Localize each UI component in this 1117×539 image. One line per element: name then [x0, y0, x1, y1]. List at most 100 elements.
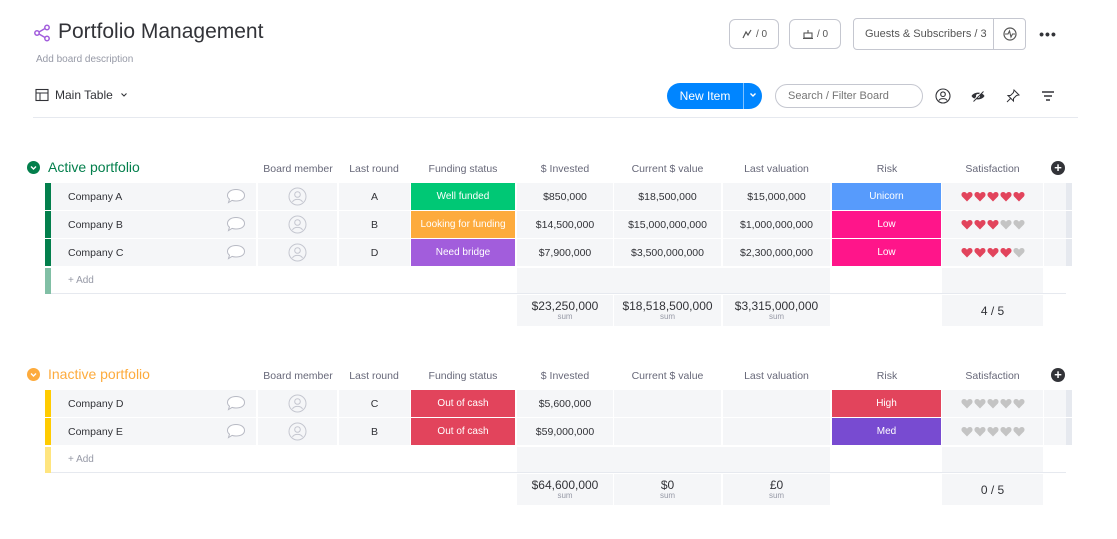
column-header-last-round[interactable]: Last round [349, 163, 399, 175]
column-header-invested[interactable]: $ Invested [540, 163, 590, 175]
more-options-icon[interactable]: ••• [1039, 26, 1057, 42]
heart-filled-icon[interactable] [973, 191, 986, 202]
heart-empty-icon[interactable] [1012, 398, 1025, 409]
column-header-last-valuation[interactable]: Last valuation [744, 163, 809, 175]
heart-filled-icon[interactable] [973, 247, 986, 258]
current-value-cell[interactable]: $15,000,000,000 [614, 211, 721, 238]
invested-cell[interactable]: $5,600,000 [517, 390, 613, 417]
filter-icon[interactable] [1040, 88, 1056, 104]
heart-empty-icon[interactable] [986, 426, 999, 437]
heart-empty-icon[interactable] [973, 426, 986, 437]
last-valuation-cell[interactable]: $1,000,000,000 [723, 211, 830, 238]
column-header-funding-status[interactable]: Funding status [428, 163, 498, 175]
add-column-icon[interactable]: + [1051, 161, 1065, 175]
last-round-cell[interactable]: B [339, 418, 410, 445]
funding-status-label[interactable]: Out of cash [411, 390, 515, 417]
satisfaction-rating[interactable] [942, 183, 1043, 210]
current-value-cell[interactable] [614, 418, 721, 445]
table-row[interactable]: Company B B Looking for funding $14,500,… [45, 211, 1072, 239]
risk-label[interactable]: High [832, 390, 941, 417]
group-title[interactable]: Active portfolio [48, 159, 140, 175]
column-header-current-value[interactable]: Current $ value [631, 163, 704, 175]
hide-eye-icon[interactable] [970, 88, 986, 104]
heart-filled-icon[interactable] [960, 219, 973, 230]
column-header-last-round[interactable]: Last round [349, 370, 399, 382]
comment-bubble-icon[interactable] [226, 244, 246, 260]
item-name[interactable]: Company C [45, 239, 256, 266]
heart-empty-icon[interactable] [999, 219, 1012, 230]
heart-filled-icon[interactable] [999, 247, 1012, 258]
board-member-cell[interactable] [258, 183, 337, 210]
funding-status-label[interactable]: Looking for funding [411, 211, 515, 238]
column-header-risk[interactable]: Risk [876, 370, 898, 382]
column-header-current-value[interactable]: Current $ value [631, 370, 704, 382]
board-description[interactable]: Add board description [36, 54, 134, 65]
table-row[interactable]: Company C D Need bridge $7,900,000 $3,50… [45, 239, 1072, 267]
table-row[interactable]: Company D C Out of cash $5,600,000 High [45, 390, 1072, 418]
last-valuation-cell[interactable] [723, 390, 830, 417]
column-header-board-member[interactable]: Board member [263, 370, 333, 382]
comment-bubble-icon[interactable] [226, 423, 246, 439]
board-member-cell[interactable] [258, 390, 337, 417]
invested-cell[interactable]: $59,000,000 [517, 418, 613, 445]
invested-cell[interactable]: $7,900,000 [517, 239, 613, 266]
risk-label[interactable]: Med [832, 418, 941, 445]
column-header-board-member[interactable]: Board member [263, 163, 333, 175]
new-item-button[interactable]: New Item [667, 83, 762, 109]
heart-empty-icon[interactable] [999, 426, 1012, 437]
add-item-row[interactable]: + Add [45, 447, 1072, 473]
item-name[interactable]: Company E [45, 418, 256, 445]
person-filter-icon[interactable] [935, 88, 951, 104]
heart-filled-icon[interactable] [999, 191, 1012, 202]
item-name[interactable]: Company A [45, 183, 256, 210]
risk-label[interactable]: Unicorn [832, 183, 941, 210]
add-item-row[interactable]: + Add [45, 268, 1072, 294]
board-member-cell[interactable] [258, 418, 337, 445]
satisfaction-rating[interactable] [942, 390, 1043, 417]
heart-filled-icon[interactable] [986, 247, 999, 258]
heart-empty-icon[interactable] [973, 398, 986, 409]
item-name[interactable]: Company B [45, 211, 256, 238]
heart-filled-icon[interactable] [973, 219, 986, 230]
table-row[interactable]: Company A A Well funded $850,000 $18,500… [45, 183, 1072, 211]
activity-button[interactable]: / 0 [729, 19, 779, 49]
last-round-cell[interactable]: C [339, 390, 410, 417]
heart-filled-icon[interactable] [986, 219, 999, 230]
integrations-button[interactable]: / 0 [789, 19, 841, 49]
add-item-label[interactable]: + Add [68, 454, 94, 465]
last-valuation-cell[interactable]: $15,000,000 [723, 183, 830, 210]
heart-filled-icon[interactable] [986, 191, 999, 202]
heart-empty-icon[interactable] [1012, 219, 1025, 230]
funding-status-label[interactable]: Out of cash [411, 418, 515, 445]
column-header-last-valuation[interactable]: Last valuation [744, 370, 809, 382]
heart-empty-icon[interactable] [1012, 247, 1025, 258]
collapse-group-icon[interactable] [27, 368, 40, 381]
search-input[interactable] [775, 84, 923, 108]
add-column-icon[interactable]: + [1051, 368, 1065, 382]
current-value-cell[interactable]: $18,500,000 [614, 183, 721, 210]
heart-empty-icon[interactable] [986, 398, 999, 409]
view-selector[interactable]: Main Table [35, 88, 129, 102]
funding-status-label[interactable]: Need bridge [411, 239, 515, 266]
funding-status-label[interactable]: Well funded [411, 183, 515, 210]
risk-label[interactable]: Low [832, 239, 941, 266]
current-value-cell[interactable]: $3,500,000,000 [614, 239, 721, 266]
heart-filled-icon[interactable] [1012, 191, 1025, 202]
guests-subscribers-button[interactable]: Guests & Subscribers / 3 [853, 18, 1026, 50]
item-name[interactable]: Company D [45, 390, 256, 417]
chevron-down-icon[interactable] [744, 90, 762, 102]
pin-icon[interactable] [1005, 88, 1021, 104]
risk-label[interactable]: Low [832, 211, 941, 238]
last-round-cell[interactable]: D [339, 239, 410, 266]
heart-empty-icon[interactable] [960, 426, 973, 437]
add-item-label[interactable]: + Add [68, 275, 94, 286]
column-header-satisfaction[interactable]: Satisfaction [965, 370, 1020, 382]
satisfaction-rating[interactable] [942, 211, 1043, 238]
group-title[interactable]: Inactive portfolio [48, 366, 150, 382]
column-header-satisfaction[interactable]: Satisfaction [965, 163, 1020, 175]
board-member-cell[interactable] [258, 211, 337, 238]
table-row[interactable]: Company E B Out of cash $59,000,000 Med [45, 418, 1072, 446]
comment-bubble-icon[interactable] [226, 216, 246, 232]
column-header-funding-status[interactable]: Funding status [428, 370, 498, 382]
heart-empty-icon[interactable] [960, 398, 973, 409]
